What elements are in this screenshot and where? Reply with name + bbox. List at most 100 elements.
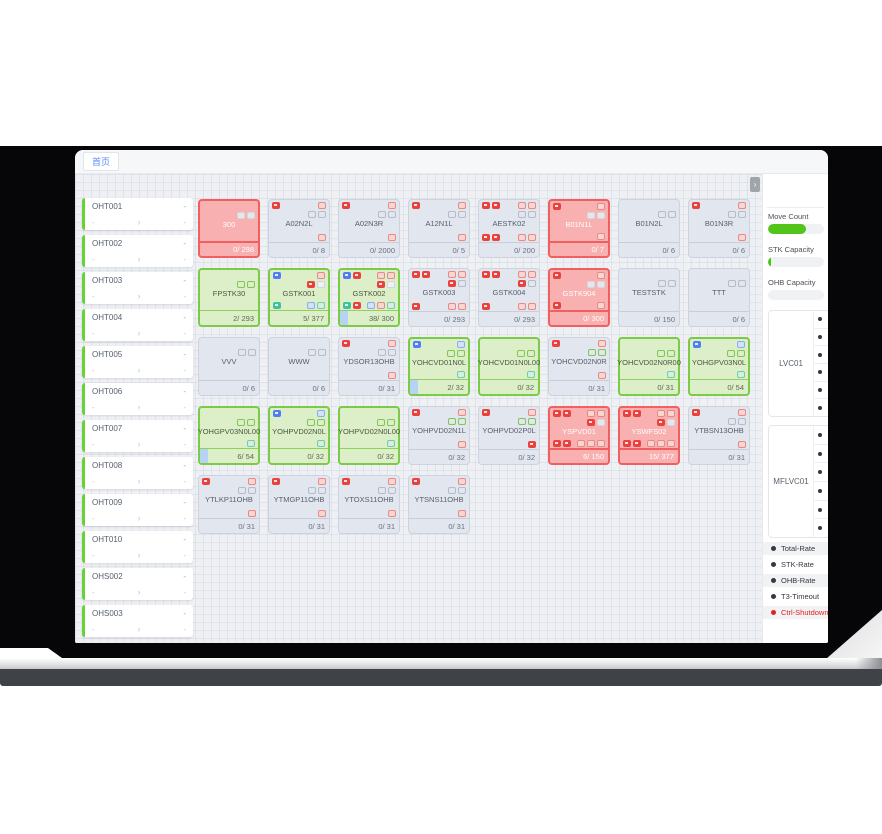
vehicle-value-placeholder: - bbox=[183, 535, 186, 544]
vehicle-card-oht005[interactable]: OHT005 - - › - bbox=[82, 346, 193, 378]
collapse-panel-button[interactable]: › bbox=[750, 177, 760, 192]
station-tile-gstk001[interactable]: GSTK001 5/ 377 bbox=[268, 268, 330, 327]
station-tile-yswfs02[interactable]: YSWFS02 15/ 377 bbox=[618, 406, 680, 465]
station-tile-b01n3r[interactable]: B01N3R 0/ 6 bbox=[688, 199, 750, 258]
station-tile-yohpvd02n0l[interactable]: YOHPVD02N0L 0/ 32 bbox=[268, 406, 330, 465]
station-tile-ytlkp11ohb[interactable]: YTLKP11OHB 0/ 31 bbox=[198, 475, 260, 534]
red-status-icon bbox=[553, 440, 561, 447]
bay-slot-row bbox=[814, 364, 828, 382]
station-tile-gstk904[interactable]: GSTK904 0/ 300 bbox=[548, 268, 610, 327]
chevron-right-icon[interactable]: › bbox=[137, 439, 141, 449]
station-tile-yohcvd01n0l00[interactable]: YOHCVD01N0L00 0/ 32 bbox=[478, 337, 540, 396]
station-tile-ttt[interactable]: TTT 0/ 6 bbox=[688, 268, 750, 327]
vehicle-card-ohs003[interactable]: OHS003 - - › - bbox=[82, 605, 193, 637]
bay-slot-row bbox=[814, 519, 828, 537]
blue-status-icon bbox=[273, 272, 281, 279]
vehicle-card-oht007[interactable]: OHT007 - - › - bbox=[82, 420, 193, 452]
lightred-status-icon bbox=[657, 440, 665, 447]
red-status-icon bbox=[412, 303, 420, 310]
station-tile-aestk02[interactable]: AESTK02 0/ 200 bbox=[478, 199, 540, 258]
vehicle-card-ohs002[interactable]: OHS002 - - › - bbox=[82, 568, 193, 600]
vehicle-card-header: OHT008 - bbox=[92, 461, 186, 470]
station-tile-fpstk30[interactable]: FPSTK30 2/ 293 bbox=[198, 268, 260, 327]
outline-status-icon bbox=[658, 280, 666, 287]
station-tile-www[interactable]: WWW 0/ 6 bbox=[268, 337, 330, 396]
station-count-bar: 0/ 32 bbox=[340, 448, 398, 463]
pink-status-icon bbox=[518, 202, 526, 209]
station-tile-a12n1l[interactable]: A12N1L 0/ 5 bbox=[408, 199, 470, 258]
station-tile-a02n2l[interactable]: A02N2L 0/ 8 bbox=[268, 199, 330, 258]
red-status-icon bbox=[553, 302, 561, 309]
station-tile-yohcvd01n0l[interactable]: YOHCVD01N0L 2/ 32 bbox=[408, 337, 470, 396]
station-tile-yohcvd02n0r00[interactable]: YOHCVD02N0R00 0/ 31 bbox=[617, 337, 681, 396]
vehicle-card-oht006[interactable]: OHT006 - - › - bbox=[82, 383, 193, 415]
station-count-label: 0/ 32 bbox=[448, 452, 465, 462]
station-tile-yohgpv03n0l[interactable]: YOHGPV03N0L 0/ 54 bbox=[688, 337, 750, 396]
badge-row bbox=[458, 202, 466, 209]
pink-status-icon bbox=[388, 202, 396, 209]
vehicle-card-oht009[interactable]: OHT009 - - › - bbox=[82, 494, 193, 526]
station-count-label: 0/ 6 bbox=[732, 314, 745, 324]
chevron-right-icon[interactable]: › bbox=[137, 217, 141, 227]
chevron-right-icon[interactable]: › bbox=[137, 550, 141, 560]
vehicle-card-oht008[interactable]: OHT008 - - › - bbox=[82, 457, 193, 489]
station-tile-gstk002[interactable]: GSTK002 38/ 300 bbox=[338, 268, 400, 327]
chevron-right-icon[interactable]: › bbox=[137, 365, 141, 375]
chevron-right-icon[interactable]: › bbox=[137, 513, 141, 523]
badge-row bbox=[447, 350, 465, 357]
station-name-label: YOHCVD01N0L bbox=[411, 358, 467, 367]
chevron-right-icon[interactable]: › bbox=[137, 402, 141, 412]
station-tile-gstk004[interactable]: GSTK004 0/ 293 bbox=[478, 268, 540, 327]
badge-row bbox=[412, 271, 430, 278]
badge-row bbox=[457, 341, 465, 348]
legend-item-ctrl-shutdown[interactable]: Ctrl-Shutdown bbox=[763, 606, 828, 619]
station-tile-ydsor13ohb[interactable]: YDSOR13OHB 0/ 31 bbox=[338, 337, 400, 396]
chevron-right-icon[interactable]: › bbox=[137, 291, 141, 301]
station-tile-ytsns11ohb[interactable]: YTSNS11OHB 0/ 31 bbox=[408, 475, 470, 534]
vehicle-card-oht002[interactable]: OHT002 - - › - bbox=[82, 235, 193, 267]
station-tile-ytoxs11ohb[interactable]: YTOXS11OHB 0/ 31 bbox=[338, 475, 400, 534]
station-tile-teststk[interactable]: TESTSTK 0/ 150 bbox=[618, 268, 680, 327]
lightgray-status-icon bbox=[597, 212, 605, 219]
badge-row bbox=[657, 350, 675, 357]
station-tile-a02n3r[interactable]: A02N3R 0/ 2000 bbox=[338, 199, 400, 258]
chevron-right-icon[interactable]: › bbox=[137, 254, 141, 264]
tab-home[interactable]: 首页 bbox=[83, 152, 120, 171]
vehicle-card-oht001[interactable]: OHT001 - - › - bbox=[82, 198, 193, 230]
station-tile-yohpvd02n1l[interactable]: YOHPVD02N1L 0/ 32 bbox=[408, 406, 470, 465]
red-status-icon bbox=[552, 340, 560, 347]
station-tile-gstk003[interactable]: GSTK003 0/ 293 bbox=[408, 268, 470, 327]
chevron-right-icon[interactable]: › bbox=[137, 624, 141, 634]
pink-status-icon bbox=[388, 372, 396, 379]
vehicle-card-oht004[interactable]: OHT004 - - › - bbox=[82, 309, 193, 341]
goutline-status-icon bbox=[387, 419, 395, 426]
chevron-right-icon[interactable]: › bbox=[137, 587, 141, 597]
station-tile-yohgpv03n0l00[interactable]: YOHGPV03N0L00 6/ 54 bbox=[198, 406, 260, 465]
station-tile-b01n2l[interactable]: B01N2L 0/ 6 bbox=[618, 199, 680, 258]
red-status-icon bbox=[492, 271, 500, 278]
chevron-right-icon[interactable]: › bbox=[137, 476, 141, 486]
badge-row bbox=[387, 440, 395, 447]
station-tile-b01n1l[interactable]: B01N1L 0/ 7 bbox=[548, 199, 610, 258]
station-tile-ytbsn13ohb[interactable]: YTBSN13OHB 0/ 31 bbox=[688, 406, 750, 465]
pink-status-icon bbox=[518, 234, 526, 241]
station-tile-300[interactable]: 300 0/ 298 bbox=[198, 199, 260, 258]
station-tile-yspvd01[interactable]: YSPVD01 6/ 150 bbox=[548, 406, 610, 465]
vehicle-card-oht010[interactable]: OHT010 - - › - bbox=[82, 531, 193, 563]
chevron-right-icon[interactable]: › bbox=[137, 328, 141, 338]
right-panel: Move Count STK Capacity OHB Capacity LVC01… bbox=[762, 174, 828, 643]
station-tile-yohpvd02n0l00[interactable]: YOHPVD02N0L00 0/ 32 bbox=[338, 406, 400, 465]
legend-item-total-rate[interactable]: Total-Rate bbox=[763, 542, 828, 555]
badge-row bbox=[388, 372, 396, 379]
legend-item-t3-timeout[interactable]: T3-Timeout bbox=[763, 590, 828, 603]
station-tile-ytmgp11ohb[interactable]: YTMGP11OHB 0/ 31 bbox=[268, 475, 330, 534]
white-status-icon bbox=[317, 281, 325, 288]
legend-item-ohb-rate[interactable]: OHB-Rate bbox=[763, 574, 828, 587]
vehicle-card-oht003[interactable]: OHT003 - - › - bbox=[82, 272, 193, 304]
pink-status-icon bbox=[388, 510, 396, 517]
station-tile-yohcvd02n0r[interactable]: YOHCVD02N0R 0/ 31 bbox=[548, 337, 610, 396]
station-tile-yohpvd02p0l[interactable]: YOHPVD02P0L 0/ 32 bbox=[478, 406, 540, 465]
blue-status-icon bbox=[693, 341, 701, 348]
legend-item-stk-rate[interactable]: STK-Rate bbox=[763, 558, 828, 571]
station-tile-vvv[interactable]: VVV 0/ 6 bbox=[198, 337, 260, 396]
